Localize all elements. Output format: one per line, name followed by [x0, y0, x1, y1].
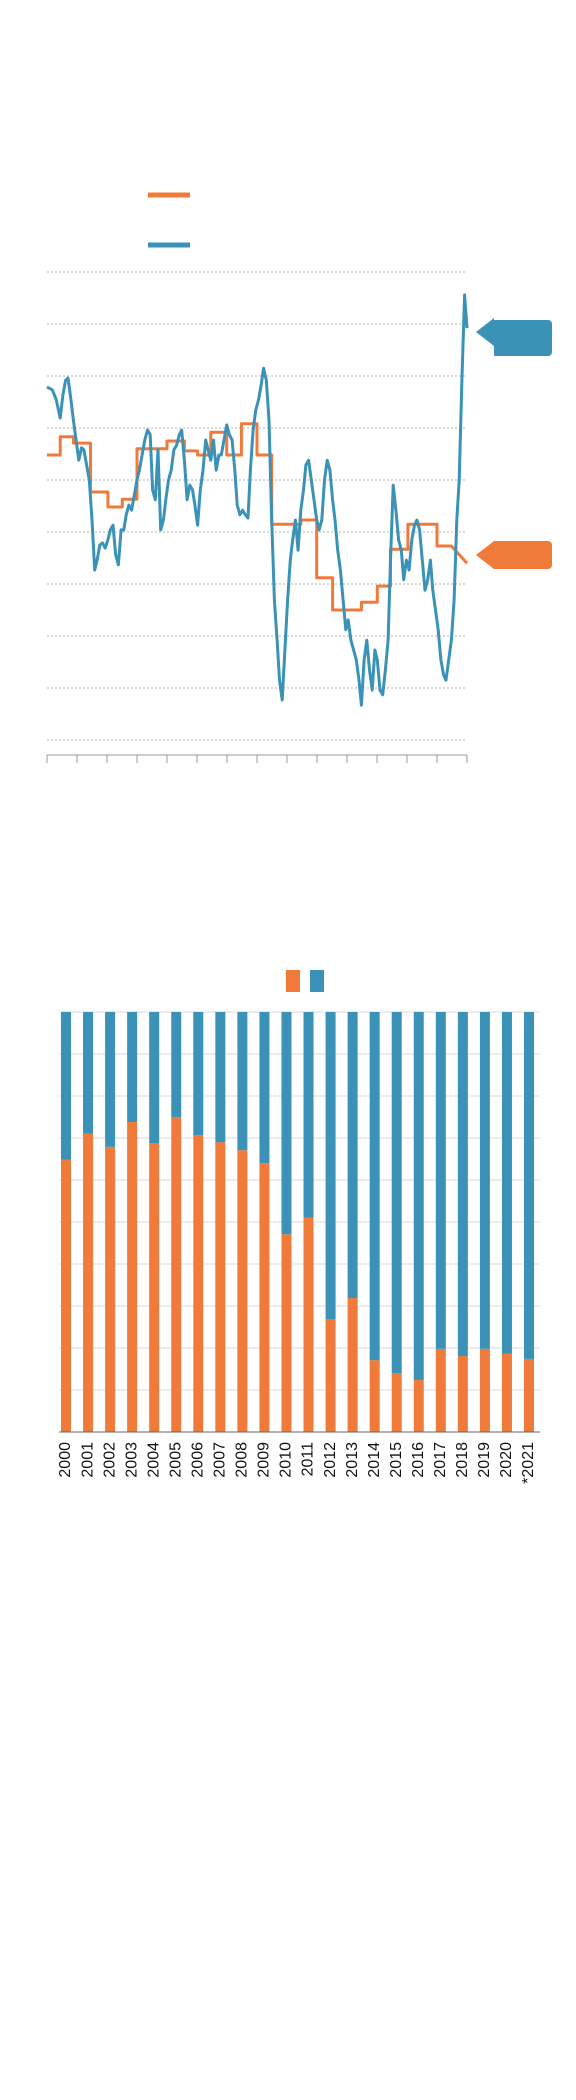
- bar-segment: [435, 1012, 446, 1349]
- bar-segment: [325, 1319, 336, 1432]
- callout-orange: [476, 541, 552, 569]
- bar-segment: [61, 1159, 71, 1432]
- legend-swatch: [310, 970, 324, 992]
- x-tick-label: 2015: [388, 1442, 405, 1478]
- x-tick-label: 2020: [498, 1442, 515, 1478]
- x-tick-label: 2001: [79, 1442, 96, 1478]
- bar-segment: [83, 1133, 94, 1432]
- bar-segment: [347, 1298, 358, 1432]
- bar-segment: [193, 1012, 204, 1136]
- bar-segment: [413, 1012, 424, 1380]
- bar-segment: [127, 1122, 138, 1432]
- bar-segment: [524, 1012, 534, 1359]
- series-line: [47, 422, 469, 612]
- bar-segment: [193, 1135, 204, 1432]
- bar-segment: [237, 1012, 248, 1151]
- bar-segment: [391, 1012, 402, 1374]
- bar-segment: [171, 1012, 182, 1117]
- x-tick-label: 2004: [145, 1442, 162, 1478]
- bar-segment: [237, 1150, 248, 1432]
- callout-blue: [476, 318, 552, 356]
- x-tick-label: 2002: [101, 1442, 118, 1478]
- bar-segment: [61, 1012, 71, 1160]
- bar-segment: [127, 1012, 138, 1123]
- x-tick-label: 2009: [256, 1442, 273, 1478]
- bar-segment: [281, 1234, 292, 1432]
- bar-segment: [325, 1012, 336, 1320]
- bar-segment: [391, 1373, 402, 1432]
- bar-segment: [215, 1012, 226, 1143]
- bar-segment: [303, 1012, 314, 1218]
- series-line: [46, 293, 469, 707]
- x-tick-label: 2019: [476, 1442, 493, 1478]
- x-tick-label: 2018: [454, 1442, 471, 1478]
- bar-segment: [149, 1012, 160, 1144]
- x-tick-label: 2010: [278, 1442, 295, 1478]
- x-tick-label: 2016: [410, 1442, 427, 1478]
- bar-segment: [501, 1012, 512, 1354]
- bar-segment: [457, 1355, 468, 1432]
- bar-segment: [171, 1117, 182, 1432]
- bar-segment: [215, 1142, 226, 1432]
- bar-segment: [259, 1163, 270, 1432]
- bar-segment: [149, 1143, 160, 1432]
- bar-segment: [435, 1348, 446, 1432]
- x-tick-label: *2021: [520, 1442, 537, 1484]
- bar-segment: [524, 1358, 534, 1432]
- bar-segment: [105, 1012, 116, 1147]
- x-tick-label: 2013: [344, 1442, 361, 1478]
- x-tick-label: 2000: [57, 1442, 74, 1478]
- x-tick-label: 2012: [322, 1442, 339, 1478]
- x-tick-label: 2005: [167, 1442, 184, 1478]
- x-tick-label: 2007: [212, 1442, 229, 1478]
- bar-segment: [303, 1217, 314, 1432]
- x-tick-label: 2011: [300, 1442, 317, 1477]
- bar-segment: [457, 1012, 468, 1356]
- x-tick-label: 2008: [234, 1442, 251, 1478]
- x-tick-label: 2006: [190, 1442, 207, 1478]
- bar-segment: [479, 1348, 490, 1432]
- bar-segment: [281, 1012, 292, 1235]
- bar-segment: [83, 1012, 94, 1134]
- x-tick-label: 2017: [432, 1442, 449, 1478]
- bar-segment: [501, 1353, 512, 1432]
- x-tick-label: 2014: [366, 1442, 383, 1478]
- x-tick-label: 2003: [123, 1442, 140, 1478]
- bar-segment: [259, 1012, 270, 1164]
- bar-segment: [479, 1012, 490, 1349]
- bar-segment: [105, 1146, 116, 1432]
- bar-segment: [413, 1379, 424, 1432]
- bar-segment: [369, 1012, 380, 1361]
- bar-segment: [347, 1012, 358, 1299]
- bar-segment: [369, 1360, 380, 1432]
- legend-swatch: [286, 970, 300, 992]
